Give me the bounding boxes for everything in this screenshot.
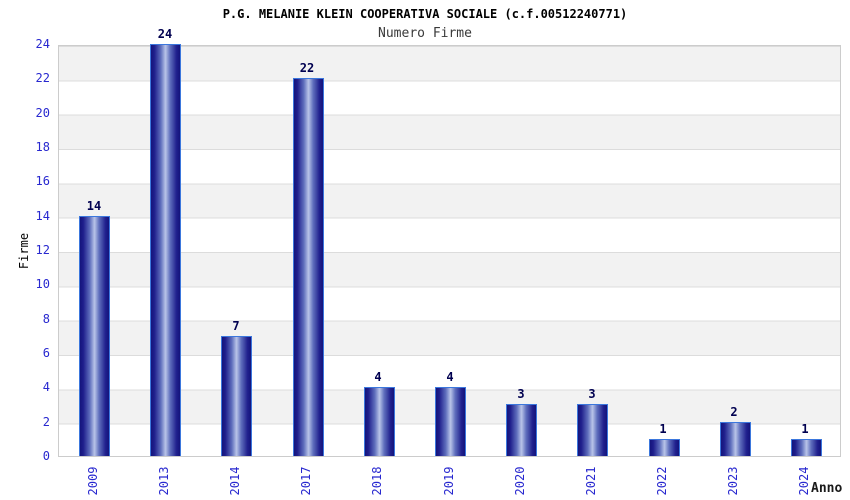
y-tick-label-10: 10 [35, 277, 50, 292]
y-tick-label-18: 18 [35, 140, 50, 154]
y-tick-label-16: 16 [35, 174, 50, 189]
bar-value-2009: 14 [86, 199, 102, 213]
y-tick-label-12: 12 [35, 243, 50, 257]
x-tick-label-2021: 2021 [584, 466, 598, 496]
bar-value-2019: 4 [446, 370, 454, 384]
bar-value-2018: 4 [374, 370, 382, 384]
x-tick-label-2019: 2019 [442, 466, 456, 496]
bar-value-2021: 3 [588, 387, 596, 401]
y-tick-label-22: 22 [35, 71, 50, 86]
y-tick-label-20: 20 [35, 105, 50, 120]
chart-title: P.G. MELANIE KLEIN COOPERATIVA SOCIALE (… [222, 7, 628, 21]
x-tick-label-2009: 2009 [86, 466, 100, 496]
bar-2014 [221, 336, 252, 456]
bar-value-2014: 7 [232, 319, 240, 333]
y-tick-label-4: 4 [42, 380, 50, 395]
bar-2024 [791, 439, 822, 456]
x-tick-label-2013: 2013 [157, 466, 171, 496]
bar-value-2013: 24 [157, 27, 173, 41]
y-tick-label-14: 14 [35, 208, 50, 223]
plot-area [58, 44, 841, 457]
bar-2020 [506, 404, 537, 456]
x-tick-label-2020: 2020 [513, 466, 527, 496]
bar-value-2020: 3 [517, 387, 525, 401]
y-tick-label-2: 2 [42, 414, 50, 429]
y-tick-label-0: 0 [42, 449, 50, 463]
y-tick-label-6: 6 [42, 346, 50, 360]
chart-subtitle: Numero Firme [378, 26, 472, 41]
bar-2009 [79, 216, 110, 456]
bar-value-2022: 1 [659, 422, 667, 436]
bar-2017 [293, 78, 324, 456]
bar-value-2017: 22 [299, 61, 315, 75]
bar-2021 [577, 404, 608, 456]
bar-value-2023: 2 [730, 405, 738, 419]
x-tick-label-2017: 2017 [299, 466, 313, 496]
y-tick-label-24: 24 [35, 37, 50, 51]
y-tick-label-8: 8 [42, 311, 50, 326]
x-tick-label-2014: 2014 [228, 466, 242, 496]
bar-2018 [364, 387, 395, 456]
bar-2022 [649, 439, 680, 456]
bar-2019 [435, 387, 466, 456]
bar-value-2024: 1 [801, 422, 809, 436]
x-tick-label-2023: 2023 [726, 466, 740, 496]
bar-2013 [150, 44, 181, 456]
x-axis-label: Anno [811, 481, 843, 496]
x-tick-label-2018: 2018 [370, 466, 384, 496]
x-tick-label-2022: 2022 [655, 466, 669, 496]
bar-2023 [720, 422, 751, 456]
